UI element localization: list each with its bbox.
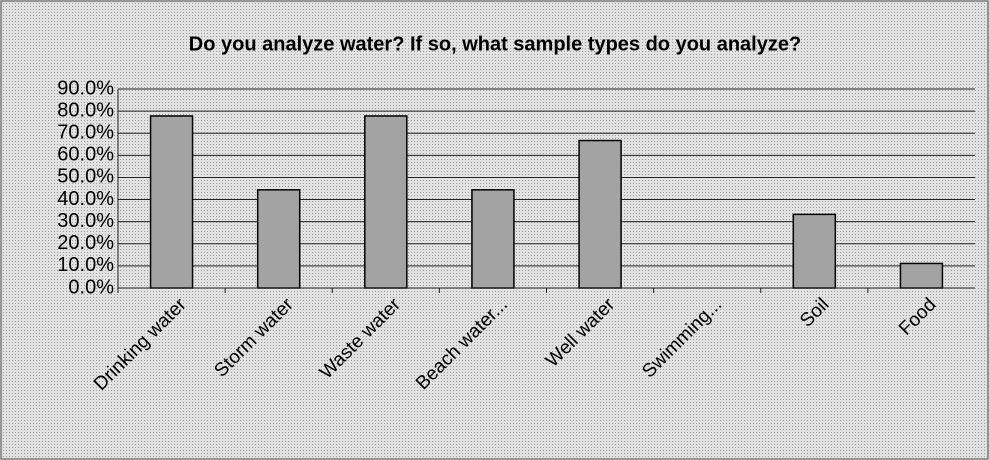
y-tick-label: 90.0% (57, 77, 114, 99)
y-tick-label: 30.0% (57, 210, 114, 232)
y-tick-label: 0.0% (68, 276, 114, 298)
bar (149, 115, 194, 289)
y-tick-label: 20.0% (57, 232, 114, 254)
bar (256, 189, 301, 289)
bar (471, 189, 515, 289)
y-tick-label: 50.0% (57, 166, 114, 188)
y-tick-label: 70.0% (57, 122, 114, 144)
chart-title: Do you analyze water? If so, what sample… (189, 33, 801, 55)
bar (578, 139, 622, 289)
bar (899, 262, 944, 289)
y-tick-label: 40.0% (57, 188, 114, 210)
bar (364, 115, 408, 289)
bar (792, 213, 837, 289)
y-tick-label: 80.0% (57, 99, 114, 121)
y-tick-label: 60.0% (57, 144, 114, 166)
y-tick-label: 10.0% (57, 254, 114, 276)
